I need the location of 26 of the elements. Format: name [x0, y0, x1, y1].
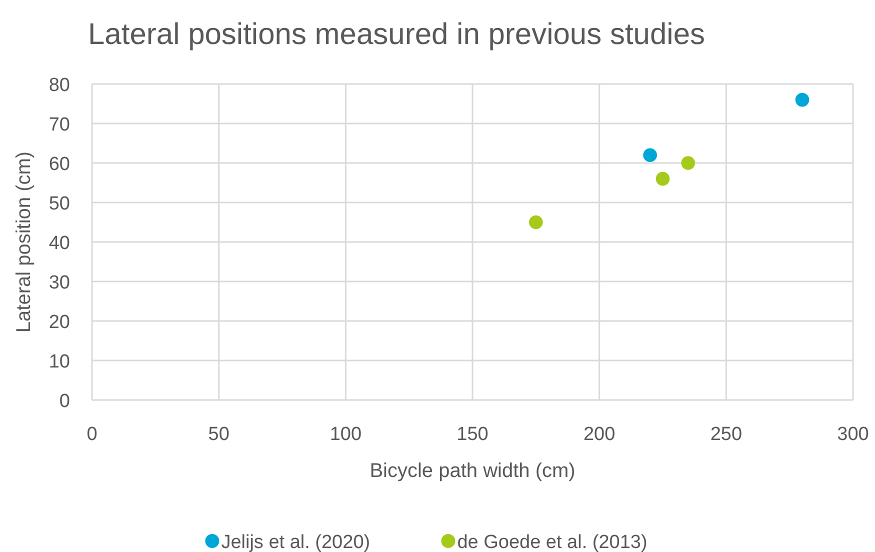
point	[643, 148, 657, 162]
x-tick-label: 300	[837, 424, 869, 445]
point	[529, 215, 543, 230]
y-tick-label: 70	[48, 114, 70, 136]
x-tick-label: 0	[86, 424, 98, 445]
y-tick-label: 30	[48, 272, 70, 294]
x-tick-label: 50	[208, 424, 230, 445]
y-tick-label: 20	[48, 312, 70, 333]
x-tick-label: 200	[583, 424, 616, 445]
y-tick-label: 60	[48, 154, 70, 175]
y-tick-label: 80	[48, 75, 70, 96]
y-tick-label: 10	[48, 352, 70, 372]
x-tick-label: 250	[710, 424, 742, 445]
point	[681, 156, 696, 170]
x-axis-title: Bicycle path width (cm)	[370, 460, 576, 482]
y-tick-label: 40	[48, 233, 70, 254]
y-tick-label: 50	[48, 194, 70, 214]
point	[795, 92, 810, 107]
point	[656, 172, 670, 186]
y-axis-title: Lateral position (cm)	[13, 151, 35, 333]
x-tick-label: 100	[330, 424, 362, 445]
x-tick-label: 150	[456, 424, 488, 445]
y-tick-label: 0	[59, 391, 70, 412]
legend-label: Jelijs et al. (2020)	[221, 532, 370, 552]
chart-title: Lateral positions measured in previous studies	[88, 18, 706, 51]
legend-label: de Goede et al. (2013)	[457, 532, 648, 552]
